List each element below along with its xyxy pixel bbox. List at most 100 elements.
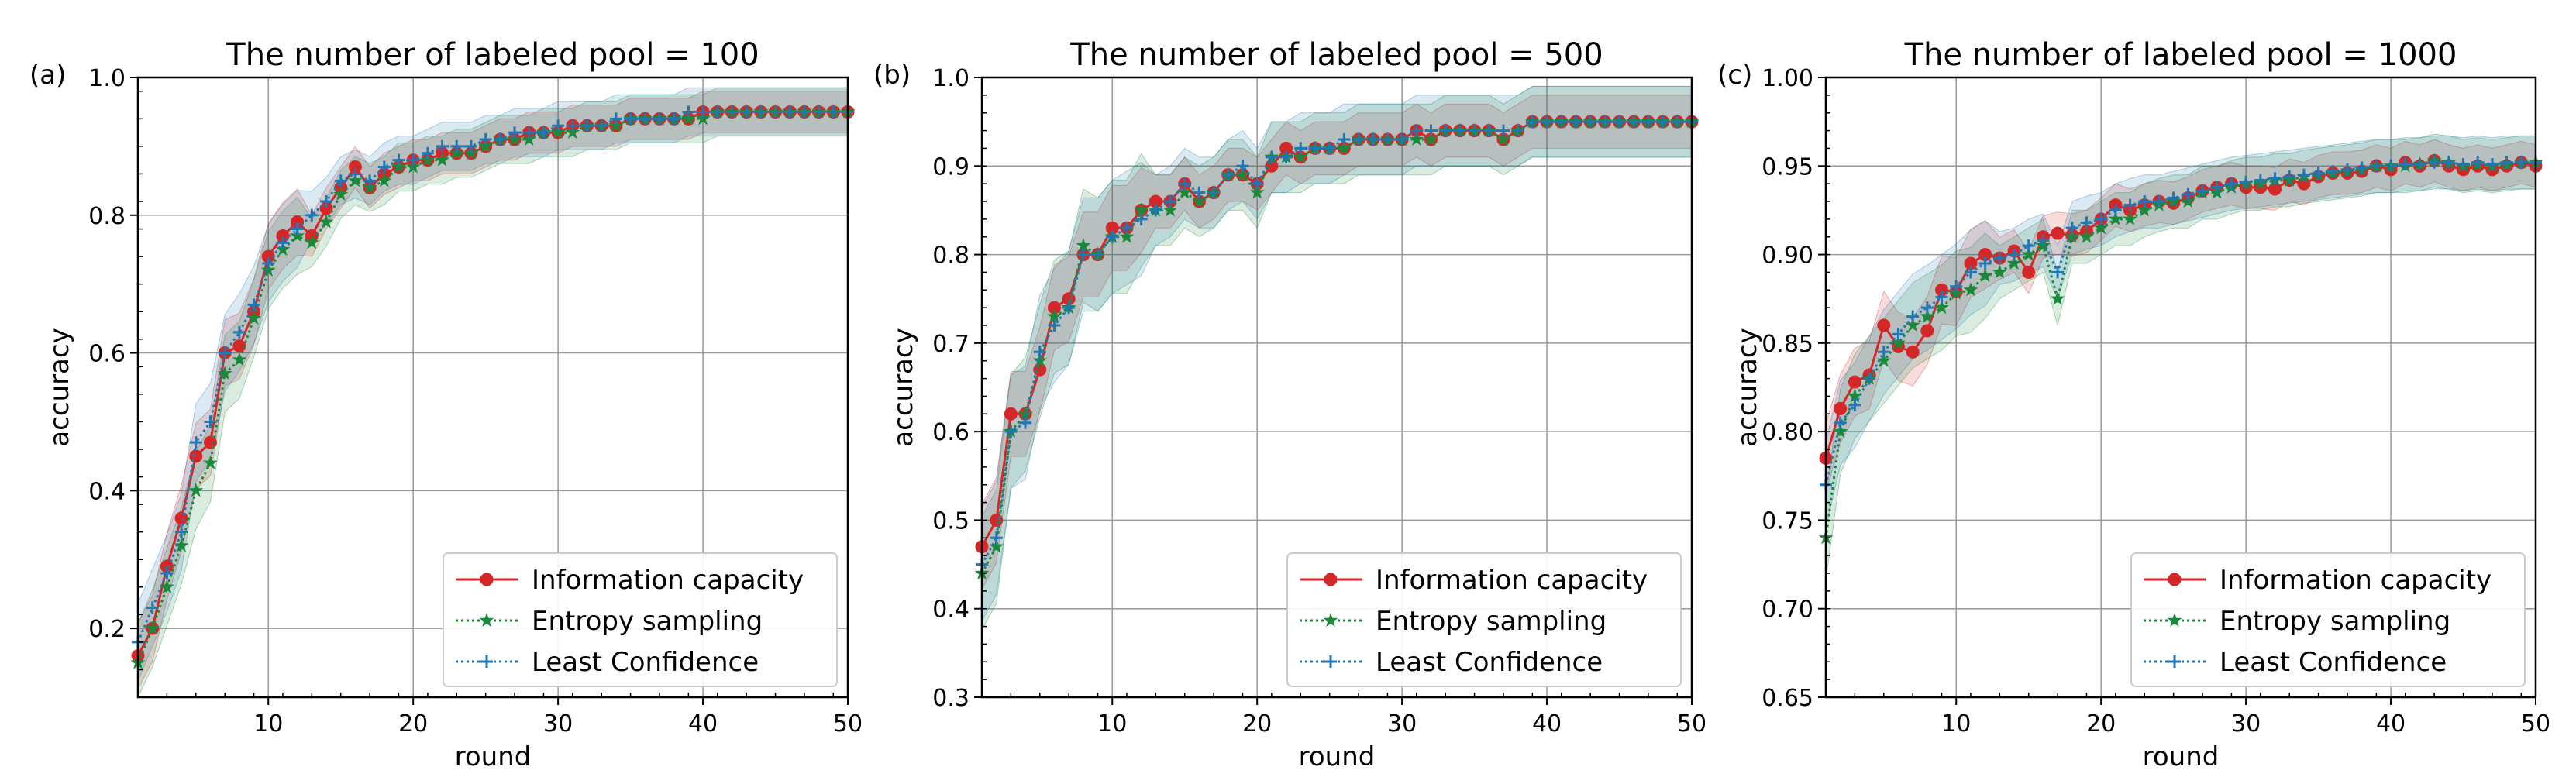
data-point: [435, 152, 450, 167]
data-point: [2051, 226, 2065, 240]
panel-title: The number of labeled pool = 100: [226, 37, 759, 73]
x-tick-label: 20: [1242, 710, 1272, 738]
data-point: [159, 579, 174, 593]
data-point: [1992, 264, 2007, 279]
legend: Information capacity Entropy sampling Leas…: [443, 552, 838, 687]
axes-frame: [980, 76, 1693, 699]
data-point: [2326, 165, 2340, 178]
data-point: [1352, 133, 1365, 146]
data-point: [522, 126, 536, 139]
data-point: [2399, 158, 2412, 170]
data-point: [827, 105, 840, 119]
data-point: [1308, 142, 1321, 155]
data-point: [291, 222, 304, 236]
panel-title: The number of labeled pool = 1000: [1904, 37, 2457, 73]
data-point: [2428, 156, 2441, 169]
data-point: [2095, 212, 2108, 225]
data-point: [1978, 268, 1993, 283]
x-tick-label: 20: [2086, 710, 2116, 738]
data-point: [363, 174, 377, 187]
y-tick-label: 0.75: [1762, 507, 1813, 535]
data-point: [1235, 167, 1250, 181]
legend-box: [2130, 552, 2526, 687]
data-point: [1978, 257, 1992, 270]
data-point: [2297, 168, 2310, 181]
data-point: [217, 366, 232, 380]
data-point: [145, 621, 160, 635]
data-point: [1584, 115, 1597, 129]
legend-marker: [480, 573, 494, 586]
legend-label: Entropy sampling: [2220, 606, 2450, 637]
data-point: [1033, 363, 1047, 377]
data-point: [2500, 156, 2513, 169]
data-point: [377, 160, 391, 174]
data-point: [2138, 195, 2151, 208]
data-point: [1409, 132, 1424, 146]
data-point: [2108, 211, 2123, 225]
data-point: [1641, 115, 1655, 129]
legend-box: [1286, 552, 1682, 687]
y-tick-label: 1.00: [1762, 65, 1813, 92]
data-point: [2123, 198, 2137, 211]
data-point: [1033, 346, 1046, 359]
data-point: [1149, 204, 1162, 217]
data-point: [1496, 124, 1510, 137]
data-point: [174, 538, 189, 552]
data-point: [246, 311, 262, 325]
data-point: [1964, 266, 1977, 279]
data-point: [320, 195, 333, 208]
legend: Information capacity Entropy sampling Leas…: [2130, 552, 2526, 687]
y-tick-label: 0.8: [932, 242, 969, 270]
legend-marker: [2167, 613, 2182, 628]
data-point: [2022, 239, 2035, 253]
data-point: [2022, 265, 2036, 279]
data-point: [1526, 115, 1539, 129]
data-point: [1251, 177, 1264, 191]
data-point: [566, 119, 579, 132]
data-point: [232, 325, 246, 339]
data-point: [1934, 300, 1950, 315]
data-point: [1511, 124, 1524, 137]
data-point: [667, 112, 680, 126]
data-point: [1164, 195, 1177, 208]
data-point: [1323, 142, 1336, 155]
data-point: [232, 352, 247, 366]
x-tick-label: 50: [2521, 710, 2550, 738]
data-point: [989, 538, 1004, 553]
data-point: [1935, 291, 1948, 304]
data-point: [1905, 318, 1920, 332]
data-point: [1135, 212, 1148, 225]
data-point: [349, 167, 362, 181]
data-point: [1119, 229, 1135, 243]
data-point: [1424, 132, 1438, 146]
data-point: [1848, 398, 1861, 411]
x-tick-label: 10: [253, 710, 283, 738]
x-tick-label: 40: [1532, 710, 1562, 738]
data-point: [2123, 211, 2138, 225]
y-tick-label: 1.0: [932, 65, 969, 92]
data-point: [740, 105, 753, 119]
data-point: [1453, 124, 1466, 137]
data-point: [2109, 204, 2122, 217]
data-point: [2079, 229, 2094, 243]
data-point: [2254, 174, 2267, 187]
y-axis-label: accuracy: [1732, 328, 1763, 446]
legend: Information capacity Entropy sampling Leas…: [1286, 552, 1682, 687]
y-tick-label: 0.70: [1762, 597, 1813, 624]
y-tick-label: 0.65: [1762, 685, 1813, 712]
data-point: [2182, 187, 2195, 201]
data-point: [1076, 248, 1090, 261]
y-axis-label: accuracy: [888, 328, 919, 446]
data-point: [1569, 115, 1582, 129]
data-point: [697, 105, 710, 119]
data-point: [319, 214, 334, 229]
data-point: [1848, 375, 1861, 389]
data-point: [1598, 115, 1611, 129]
data-point: [2442, 156, 2455, 169]
data-point: [1162, 202, 1178, 217]
data-point: [754, 105, 767, 119]
data-point: [1193, 186, 1206, 199]
data-point: [407, 153, 420, 167]
data-point: [204, 415, 217, 428]
data-point: [377, 173, 392, 187]
